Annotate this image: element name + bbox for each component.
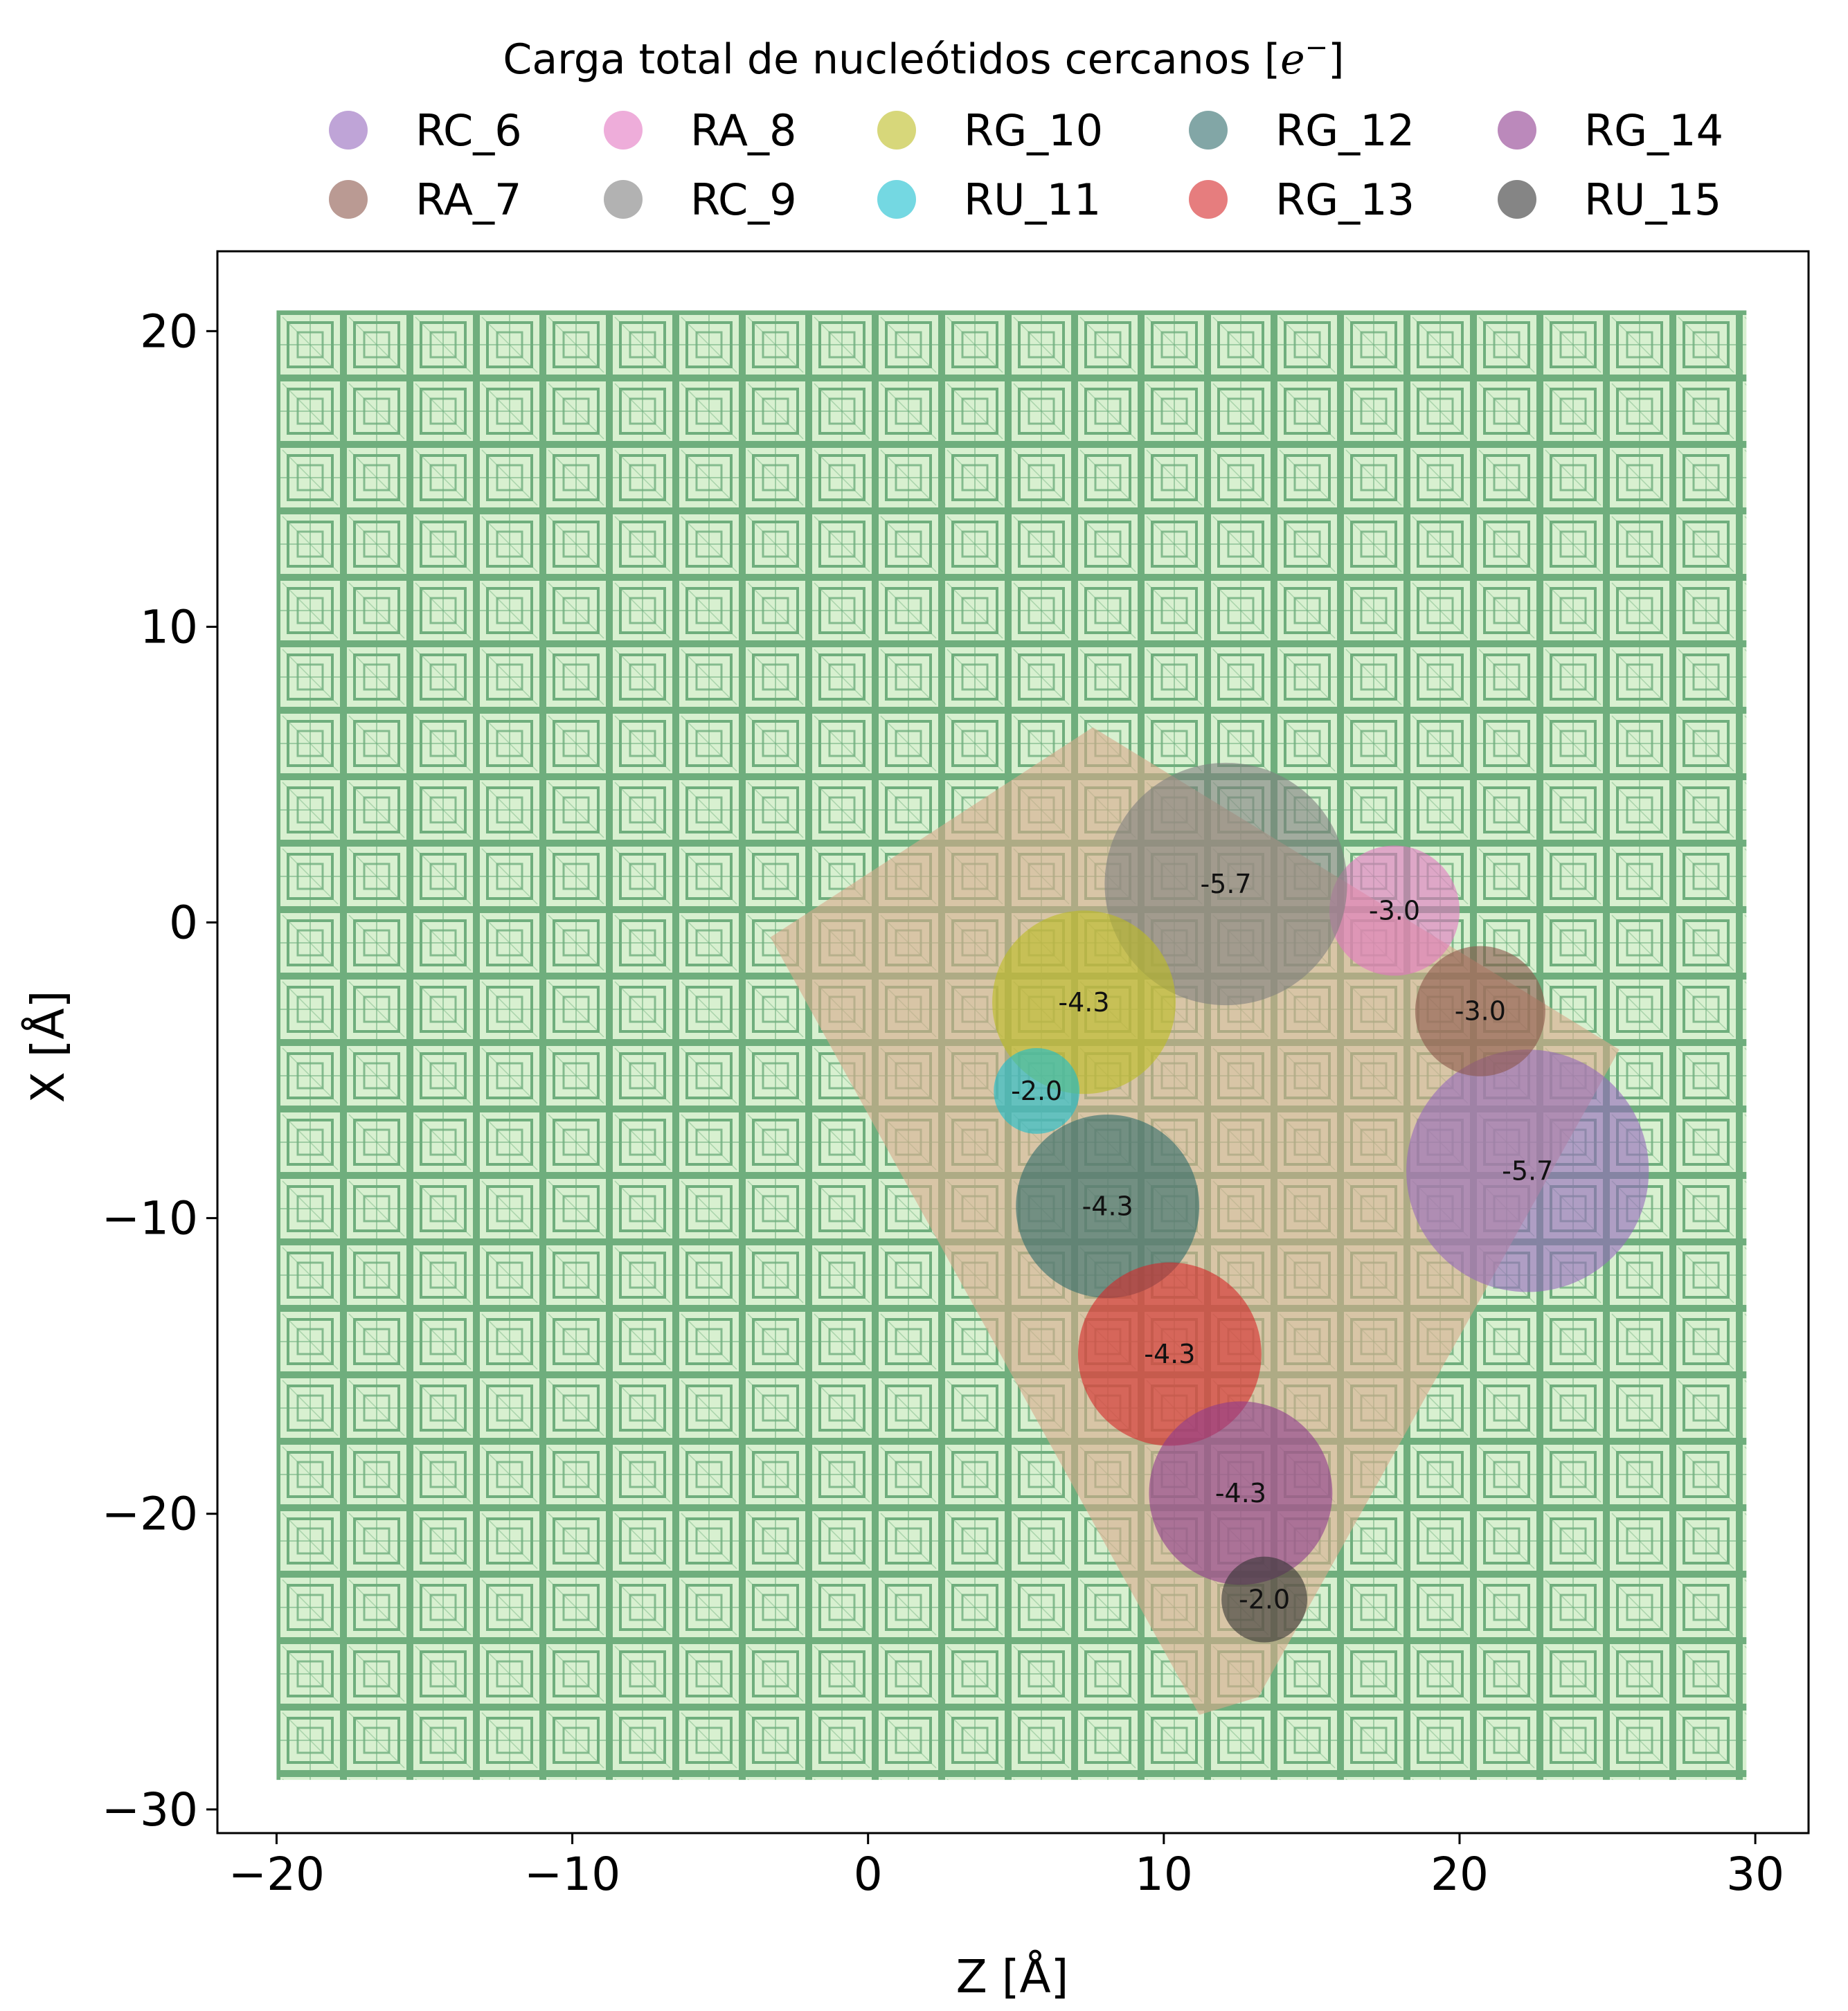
legend-entry-ra-7: RA_7 bbox=[329, 174, 521, 225]
legend-label: RU_15 bbox=[1584, 174, 1721, 225]
y-tick-label: −30 bbox=[102, 1783, 198, 1837]
legend-marker bbox=[329, 111, 368, 150]
x-tick-label: 30 bbox=[1726, 1848, 1784, 1901]
charge-circles: -5.7 -3.0 -3.0 -5.7 -4.3 -2.0 -4.3 -4.3 -4.3 -2.0 bbox=[992, 762, 1649, 1643]
charge-label: -3.0 bbox=[1369, 895, 1420, 926]
y-tick-label: 10 bbox=[140, 600, 198, 653]
legend-marker bbox=[877, 111, 916, 150]
charge-circle-rc-6 bbox=[1406, 1049, 1649, 1292]
charge-circle-rc-9 bbox=[1104, 762, 1347, 1006]
legend-label: RC_6 bbox=[415, 105, 522, 156]
circle-group-ra-7: -3.0 bbox=[1415, 946, 1545, 1076]
legend-marker bbox=[329, 180, 368, 219]
plot-area: -5.7 -3.0 -3.0 -5.7 -4.3 -2.0 -4.3 -4.3 -4.3 -2.0 bbox=[216, 250, 1810, 1834]
circle-group-rg-12: -4.3 bbox=[1016, 1115, 1200, 1298]
legend-marker bbox=[1498, 180, 1536, 219]
legend-entry-rg-10: RG_10 bbox=[877, 105, 1103, 156]
legend-entry-ru-11: RU_11 bbox=[877, 174, 1101, 225]
charge-label: -4.3 bbox=[1058, 987, 1109, 1018]
legend-marker bbox=[604, 111, 643, 150]
charge-label: -4.3 bbox=[1215, 1478, 1266, 1508]
legend-marker bbox=[1189, 180, 1228, 219]
charge-circle-rg-12 bbox=[1016, 1115, 1200, 1298]
legend-title-superscript: − bbox=[1305, 32, 1329, 64]
x-tick-label: 20 bbox=[1430, 1848, 1489, 1901]
legend-entry-rg-13: RG_13 bbox=[1189, 174, 1415, 225]
y-tick-label: 0 bbox=[169, 896, 198, 950]
circle-group-rc-6: -5.7 bbox=[1406, 1049, 1649, 1292]
charge-label: -2.0 bbox=[1011, 1076, 1062, 1106]
x-tick-label: −10 bbox=[524, 1848, 620, 1901]
legend-marker bbox=[604, 180, 643, 219]
charge-label: -4.3 bbox=[1082, 1191, 1133, 1222]
axes-frame bbox=[216, 250, 1810, 1834]
charge-label: -3.0 bbox=[1455, 996, 1506, 1027]
legend-label: RG_10 bbox=[964, 105, 1103, 156]
legend-entry-rc-6: RC_6 bbox=[329, 105, 522, 156]
charge-label: -5.7 bbox=[1200, 869, 1251, 899]
circle-group-ru-11: -2.0 bbox=[994, 1048, 1080, 1134]
charge-circle-ru-11 bbox=[994, 1048, 1080, 1134]
legend-label: RG_12 bbox=[1275, 105, 1415, 156]
y-tick-label: −20 bbox=[102, 1488, 198, 1541]
charge-label: -2.0 bbox=[1239, 1585, 1290, 1615]
charge-circle-ru-15 bbox=[1221, 1556, 1308, 1643]
legend-entry-ru-15: RU_15 bbox=[1498, 174, 1721, 225]
circle-group-ra-8: -3.0 bbox=[1329, 845, 1460, 976]
legend-entries: RC_6 RA_7 RA_8 RC_9 RG_10 RU_11 RG_12 RG_13 RG_1… bbox=[329, 105, 1723, 225]
legend-marker bbox=[877, 180, 916, 219]
charge-label: -4.3 bbox=[1144, 1339, 1195, 1369]
x-tick-label: −20 bbox=[228, 1848, 325, 1901]
legend-title: Carga total de nucleótidos cercanos [e−] bbox=[503, 32, 1344, 84]
y-tick-label: 20 bbox=[140, 305, 198, 358]
legend: Carga total de nucleótidos cercanos [e−]… bbox=[329, 32, 1723, 225]
legend-entry-ra-8: RA_8 bbox=[604, 105, 796, 156]
legend-marker bbox=[1498, 111, 1536, 150]
legend-label: RA_8 bbox=[690, 105, 796, 156]
circle-group-rc-9: -5.7 bbox=[1104, 762, 1347, 1006]
charge-circle-rg-13 bbox=[1077, 1262, 1262, 1446]
legend-label: RG_14 bbox=[1584, 105, 1723, 156]
circle-group-rg-10: -4.3 bbox=[992, 910, 1176, 1094]
legend-entry-rg-12: RG_12 bbox=[1189, 105, 1415, 156]
y-axis-ticks: −30 −20 −10 0 10 20 bbox=[102, 305, 217, 1837]
circle-group-rg-14: -4.3 bbox=[1149, 1401, 1333, 1585]
legend-marker bbox=[1189, 111, 1228, 150]
legend-title-close: ] bbox=[1328, 35, 1344, 84]
y-axis-label: X [Å] bbox=[21, 991, 75, 1103]
legend-title-text: Carga total de nucleótidos cercanos [ bbox=[503, 35, 1280, 84]
legend-label: RU_11 bbox=[964, 174, 1101, 225]
legend-entry-rg-14: RG_14 bbox=[1498, 105, 1723, 156]
x-tick-label: 0 bbox=[854, 1848, 883, 1901]
legend-title-math: e bbox=[1280, 35, 1305, 84]
x-tick-label: 10 bbox=[1135, 1848, 1193, 1901]
charge-circle-ra-7 bbox=[1415, 946, 1545, 1076]
legend-entry-rc-9: RC_9 bbox=[604, 174, 797, 225]
circle-group-rg-13: -4.3 bbox=[1077, 1262, 1262, 1446]
legend-label: RC_9 bbox=[690, 174, 797, 225]
circle-group-ru-15: -2.0 bbox=[1221, 1556, 1308, 1643]
legend-label: RG_13 bbox=[1275, 174, 1415, 225]
charge-label: -5.7 bbox=[1502, 1155, 1553, 1186]
charge-circle-rg-14 bbox=[1149, 1401, 1333, 1585]
x-axis-ticks: −20 −10 0 10 20 30 bbox=[228, 1833, 1784, 1901]
x-axis-label: Z [Å] bbox=[956, 1950, 1069, 2003]
y-tick-label: −10 bbox=[102, 1192, 198, 1245]
charge-circle-ra-8 bbox=[1329, 845, 1460, 976]
legend-label: RA_7 bbox=[415, 174, 521, 225]
charge-circle-rg-10 bbox=[992, 910, 1176, 1094]
